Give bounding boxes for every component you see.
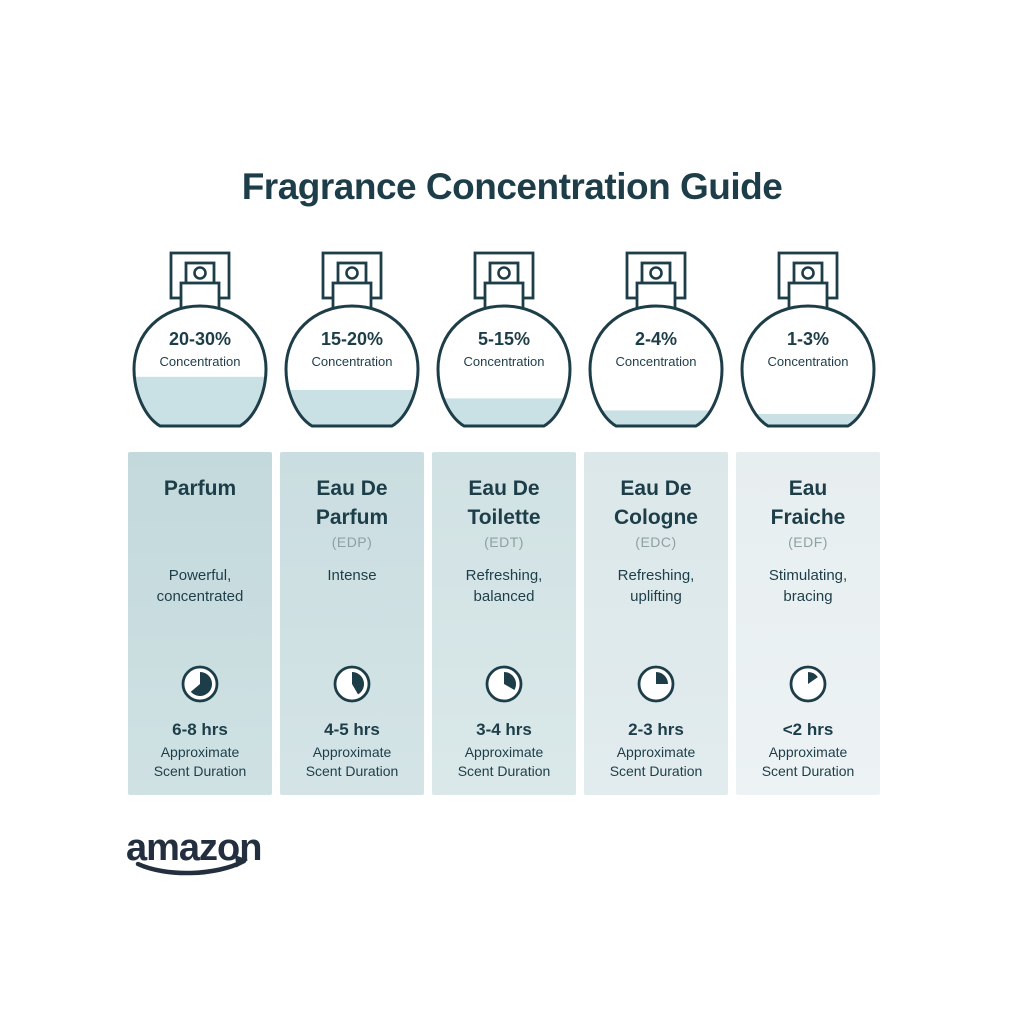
concentration-value: 20-30% <box>169 329 231 349</box>
clock-icon <box>432 662 576 706</box>
duration-caption: Approximate Scent Duration <box>761 744 855 779</box>
concentration-label: Concentration <box>464 354 545 369</box>
perfume-bottle-icon: 1-3% Concentration <box>740 251 876 428</box>
perfume-bottle-icon: 15-20% Concentration <box>284 251 420 428</box>
fragrance-description: Stimulating, bracing <box>768 567 848 605</box>
fragrance-name: Parfum <box>163 477 237 500</box>
fragrance-description: Refreshing, uplifting <box>617 567 695 605</box>
bottle-nozzle <box>640 261 672 286</box>
perfume-bottle-icon: 2-4% Concentration <box>588 251 724 428</box>
duration-caption: Approximate Scent Duration <box>153 744 247 779</box>
bottle-nozzle <box>792 261 824 286</box>
fragrance-name: Eau De Cologne <box>614 477 698 529</box>
fragrance-name: Eau De Parfum <box>315 477 389 529</box>
duration-value: <2 hrs <box>782 720 834 739</box>
concentration-label: Concentration <box>160 354 241 369</box>
bottle-nozzle-hole <box>345 266 359 280</box>
concentration-value: 2-4% <box>635 329 677 349</box>
bottle-outline <box>436 304 572 428</box>
bottle-outline <box>588 304 724 428</box>
duration-value: 6-8 hrs <box>172 720 228 739</box>
fragrance-column: 1-3% Concentration Eau Fraiche (EDF) Sti… <box>736 247 880 795</box>
amazon-logo: amazon <box>126 827 262 876</box>
bottle-outline <box>740 304 876 428</box>
amazon-smile-arrow <box>235 855 248 868</box>
concentration-label: Concentration <box>616 354 697 369</box>
duration-value: 3-4 hrs <box>476 720 532 739</box>
duration-caption: Approximate Scent Duration <box>305 744 399 779</box>
fragrance-column: 20-30% Concentration Parfum Powerful, co… <box>128 247 272 795</box>
fragrance-panel: Eau De Cologne (EDC) Refreshing, uplifti… <box>584 452 728 795</box>
clock-icon <box>584 662 728 706</box>
fragrance-guide-table: 20-30% Concentration Parfum Powerful, co… <box>128 247 880 795</box>
perfume-bottle-icon: 20-30% Concentration <box>132 251 268 428</box>
fragrance-column: 5-15% Concentration Eau De Toilette (EDT… <box>432 247 576 795</box>
fragrance-panel: Eau De Toilette (EDT) Refreshing, balanc… <box>432 452 576 795</box>
bottle-outline <box>284 304 420 428</box>
concentration-value: 1-3% <box>787 329 829 349</box>
fragrance-column: 2-4% Concentration Eau De Cologne (EDC) … <box>584 247 728 795</box>
clock-icon <box>736 662 880 706</box>
fragrance-abbreviation: (EDP) <box>331 534 373 550</box>
fragrance-panel: Eau Fraiche (EDF) Stimulating, bracing <… <box>736 452 880 795</box>
bottle-nozzle-hole <box>193 266 207 280</box>
bottle-nozzle-hole <box>649 266 663 280</box>
bottle-liquid <box>286 390 418 426</box>
bottle-body <box>438 306 570 426</box>
fragrance-panel: Parfum Powerful, concentrated 6-8 hrs Ap… <box>128 452 272 795</box>
fragrance-abbreviation <box>128 534 272 558</box>
fragrance-description: Intense <box>327 567 377 584</box>
fragrance-description: Powerful, concentrated <box>156 567 244 605</box>
clock-icon <box>280 662 424 706</box>
bottle-liquid <box>438 398 570 426</box>
bottle-outline <box>132 304 268 428</box>
concentration-value: 15-20% <box>321 329 383 349</box>
fragrance-abbreviation: (EDC) <box>635 534 677 550</box>
perfume-bottle-icon: 5-15% Concentration <box>436 251 572 428</box>
bottle-liquid <box>134 376 266 426</box>
fragrance-name: Eau De Toilette <box>467 477 541 529</box>
bottle-nozzle-hole <box>497 266 511 280</box>
concentration-label: Concentration <box>768 354 849 369</box>
fragrance-panel: Eau De Parfum (EDP) Intense 4-5 hrs Appr… <box>280 452 424 795</box>
fragrance-abbreviation: (EDT) <box>484 534 524 550</box>
bottle-nozzle <box>336 261 368 286</box>
bottle-liquid <box>590 410 722 426</box>
duration-caption: Approximate Scent Duration <box>457 744 551 779</box>
concentration-label: Concentration <box>312 354 393 369</box>
fragrance-abbreviation: (EDF) <box>788 534 828 550</box>
duration-value: 4-5 hrs <box>324 720 380 739</box>
bottle-liquid <box>742 414 874 426</box>
page-title: Fragrance Concentration Guide <box>241 165 783 207</box>
fragrance-column: 15-20% Concentration Eau De Parfum (EDP)… <box>280 247 424 795</box>
concentration-value: 5-15% <box>478 329 530 349</box>
bottle-nozzle <box>184 261 216 286</box>
fragrance-description: Refreshing, balanced <box>465 567 543 605</box>
clock-icon <box>128 662 272 706</box>
bottle-body <box>742 306 874 426</box>
fragrance-name: Eau Fraiche <box>770 477 846 529</box>
bottle-nozzle <box>488 261 520 286</box>
bottle-nozzle-hole <box>801 266 815 280</box>
duration-value: 2-3 hrs <box>628 720 684 739</box>
bottle-body <box>590 306 722 426</box>
amazon-smile-icon <box>135 858 247 876</box>
duration-caption: Approximate Scent Duration <box>609 744 703 779</box>
